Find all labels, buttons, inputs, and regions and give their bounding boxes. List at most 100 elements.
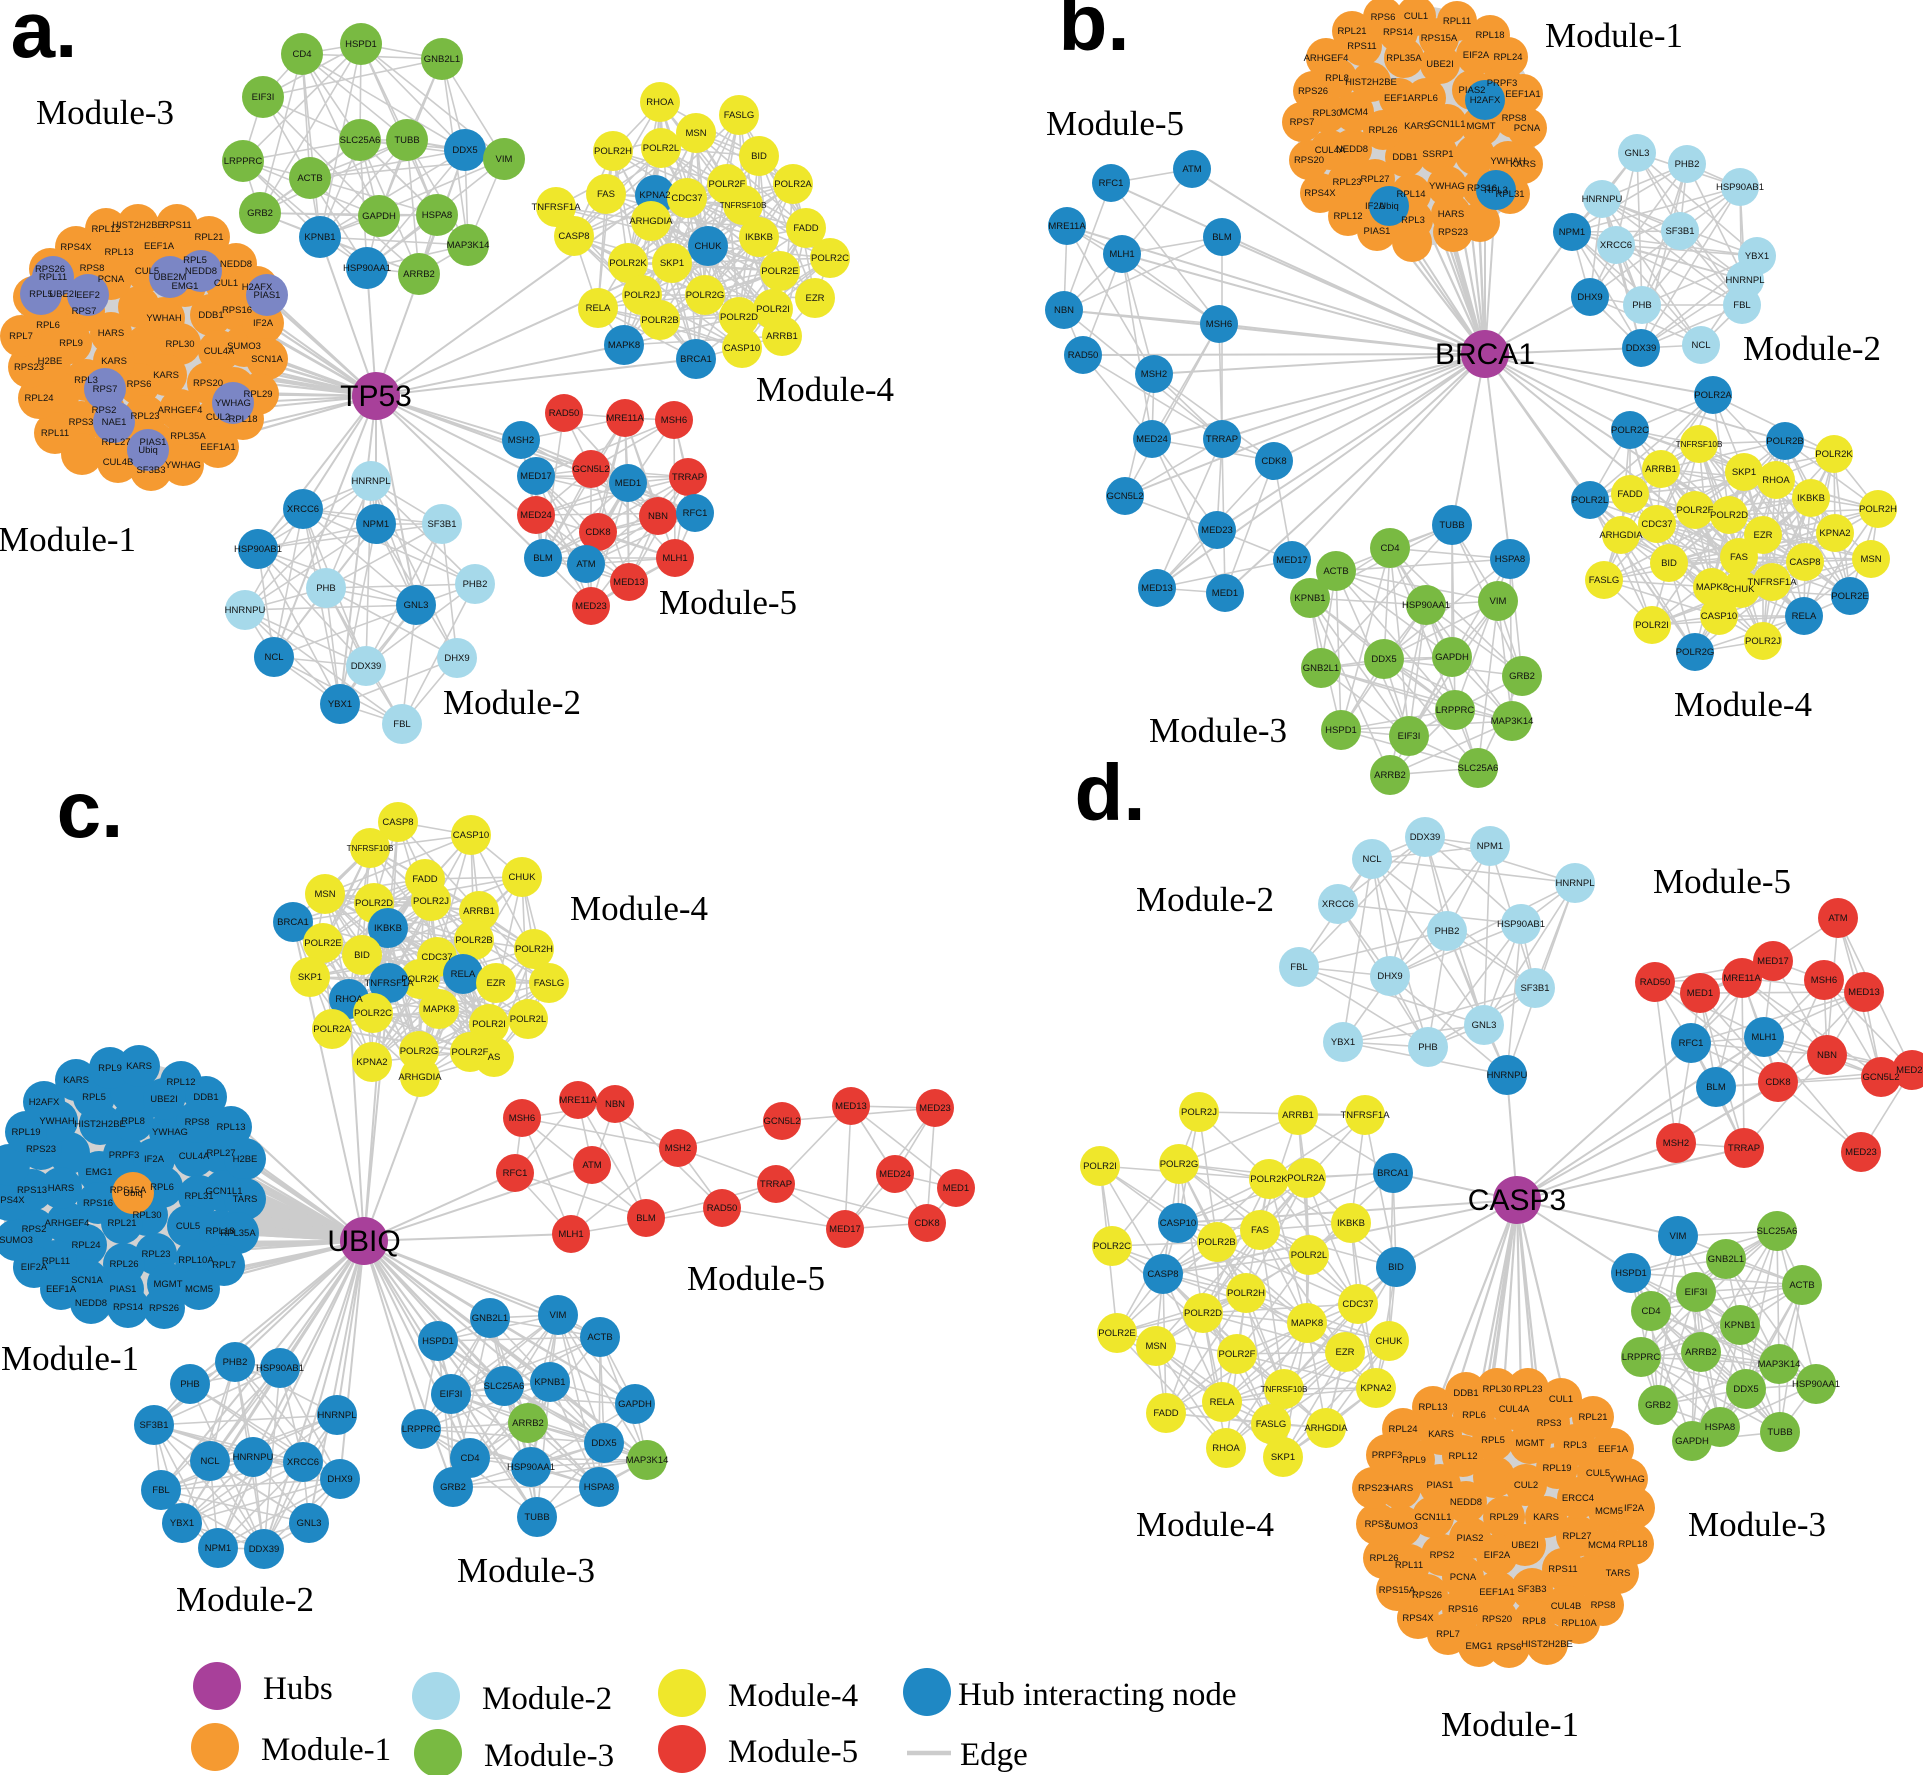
svg-text:RPL8: RPL8 — [1522, 1616, 1546, 1627]
svg-text:RPS8: RPS8 — [1502, 113, 1527, 124]
svg-text:RPL9: RPL9 — [98, 1063, 122, 1074]
svg-text:PIAS2: PIAS2 — [1459, 85, 1486, 96]
svg-text:IKBKB: IKBKB — [1797, 493, 1825, 504]
svg-text:RPL13: RPL13 — [216, 1122, 245, 1133]
svg-text:ARHGEF4: ARHGEF4 — [1304, 53, 1349, 64]
svg-text:Module-4: Module-4 — [1674, 685, 1812, 724]
svg-text:SKP1: SKP1 — [1732, 467, 1756, 478]
svg-text:NPM1: NPM1 — [1477, 841, 1503, 852]
svg-text:MED17: MED17 — [1276, 555, 1308, 566]
svg-text:Edge: Edge — [960, 1737, 1028, 1773]
svg-text:RPS14: RPS14 — [1383, 27, 1413, 38]
svg-text:RPL26: RPL26 — [1369, 1553, 1398, 1564]
svg-text:MSN: MSN — [685, 128, 706, 139]
svg-text:SUMO3: SUMO3 — [227, 341, 261, 352]
svg-text:YBX1: YBX1 — [328, 699, 352, 710]
svg-text:GCN5L2: GCN5L2 — [1863, 1072, 1900, 1083]
svg-text:EEF1A1: EEF1A1 — [200, 442, 235, 453]
svg-text:RELA: RELA — [586, 303, 611, 314]
svg-text:RPL10A: RPL10A — [178, 1255, 214, 1266]
svg-text:PIAS1: PIAS1 — [140, 437, 167, 448]
svg-text:CUL4A: CUL4A — [1499, 1404, 1530, 1415]
svg-text:PIAS1: PIAS1 — [254, 290, 281, 301]
svg-text:KARS: KARS — [63, 1075, 89, 1086]
svg-text:IKBKB: IKBKB — [374, 923, 402, 934]
svg-text:RPS4X: RPS4X — [1304, 188, 1336, 199]
svg-text:RPL9: RPL9 — [59, 338, 83, 349]
svg-text:MED17: MED17 — [829, 1224, 861, 1235]
svg-text:HSPA8: HSPA8 — [422, 210, 452, 221]
svg-text:RHOA: RHOA — [646, 97, 674, 108]
svg-text:HNRNPL: HNRNPL — [1555, 878, 1594, 889]
svg-text:POLR2I: POLR2I — [472, 1019, 506, 1030]
svg-text:Module-3: Module-3 — [1688, 1505, 1826, 1544]
svg-text:RAD50: RAD50 — [1640, 977, 1671, 988]
svg-text:RPS23: RPS23 — [14, 362, 44, 373]
svg-text:MSH6: MSH6 — [1206, 319, 1232, 330]
svg-text:MED1: MED1 — [1212, 588, 1238, 599]
svg-text:MED1: MED1 — [943, 1183, 969, 1194]
svg-text:PRPF3: PRPF3 — [1487, 78, 1518, 89]
svg-text:TUBB: TUBB — [524, 1512, 549, 1523]
svg-text:POLR2C: POLR2C — [354, 1008, 392, 1019]
svg-text:Ubiq: Ubiq — [123, 1188, 143, 1199]
svg-text:Module-5: Module-5 — [659, 583, 797, 622]
svg-text:RELA: RELA — [1210, 1397, 1235, 1408]
svg-text:DDB1: DDB1 — [1453, 1388, 1478, 1399]
svg-text:MAPK8: MAPK8 — [1291, 1318, 1323, 1329]
svg-text:POLR2E: POLR2E — [304, 938, 342, 949]
svg-text:CUL4A: CUL4A — [179, 1151, 210, 1162]
svg-text:RPS23: RPS23 — [1438, 227, 1468, 238]
svg-text:RPL19: RPL19 — [11, 1127, 40, 1138]
svg-text:PHB2: PHB2 — [463, 579, 488, 590]
svg-text:RPL3: RPL3 — [1484, 185, 1508, 196]
svg-text:CDK8: CDK8 — [585, 527, 610, 538]
svg-text:CUL4B: CUL4B — [103, 457, 134, 468]
svg-text:MSN: MSN — [1860, 554, 1881, 565]
svg-text:DHX9: DHX9 — [1377, 971, 1402, 982]
svg-text:KPNA2: KPNA2 — [356, 1057, 387, 1068]
svg-text:GAPDH: GAPDH — [1435, 652, 1469, 663]
svg-text:RPL24: RPL24 — [71, 1240, 100, 1251]
svg-text:KARS: KARS — [153, 370, 179, 381]
svg-text:CUL5: CUL5 — [1586, 1468, 1610, 1479]
svg-text:RPL12: RPL12 — [91, 224, 120, 235]
svg-text:EIF3I: EIF3I — [252, 92, 275, 103]
svg-text:CUL4B: CUL4B — [1551, 1601, 1582, 1612]
svg-text:CUL1: CUL1 — [214, 278, 238, 289]
svg-text:RPL10A: RPL10A — [1561, 1618, 1597, 1629]
svg-text:TRRAP: TRRAP — [760, 1179, 792, 1190]
svg-text:PHB2: PHB2 — [1675, 159, 1700, 170]
svg-text:RPL21: RPL21 — [1337, 26, 1366, 37]
svg-text:RPL8: RPL8 — [1325, 73, 1349, 84]
svg-text:RPS8: RPS8 — [1591, 1600, 1616, 1611]
svg-text:HSP90AB1: HSP90AB1 — [1497, 919, 1545, 930]
svg-text:POLR2B: POLR2B — [1198, 1237, 1236, 1248]
svg-text:KPNA2: KPNA2 — [1819, 528, 1850, 539]
svg-text:TRRAP: TRRAP — [1728, 1143, 1760, 1154]
svg-text:GNL3: GNL3 — [1472, 1020, 1497, 1031]
svg-text:ACTB: ACTB — [1323, 566, 1348, 577]
svg-text:Module-4: Module-4 — [728, 1678, 858, 1714]
svg-text:XRCC6: XRCC6 — [1600, 240, 1632, 251]
svg-text:FADD: FADD — [412, 874, 437, 885]
svg-text:H2BE: H2BE — [233, 1154, 258, 1165]
svg-text:RPL11: RPL11 — [41, 428, 69, 439]
svg-text:YWHAH: YWHAH — [1490, 156, 1526, 167]
svg-text:d.: d. — [1074, 748, 1145, 837]
svg-text:IKBKB: IKBKB — [745, 232, 773, 243]
svg-text:NBN: NBN — [605, 1099, 625, 1110]
svg-text:GAPDH: GAPDH — [362, 211, 396, 222]
svg-text:SUMO3: SUMO3 — [0, 1235, 33, 1246]
svg-text:CASP8: CASP8 — [558, 231, 589, 242]
svg-text:YWHAG: YWHAG — [1429, 181, 1465, 192]
svg-text:CHUK: CHUK — [509, 872, 537, 883]
svg-text:SKP1: SKP1 — [298, 972, 322, 983]
svg-text:RAD50: RAD50 — [707, 1203, 738, 1214]
svg-text:RPL5: RPL5 — [29, 289, 53, 300]
svg-text:PRPF3: PRPF3 — [109, 1150, 140, 1161]
svg-text:Module-5: Module-5 — [728, 1734, 858, 1770]
svg-text:DDX5: DDX5 — [452, 145, 477, 156]
svg-text:TNFRSF1A: TNFRSF1A — [364, 978, 414, 989]
svg-text:RPS7: RPS7 — [1290, 117, 1315, 128]
